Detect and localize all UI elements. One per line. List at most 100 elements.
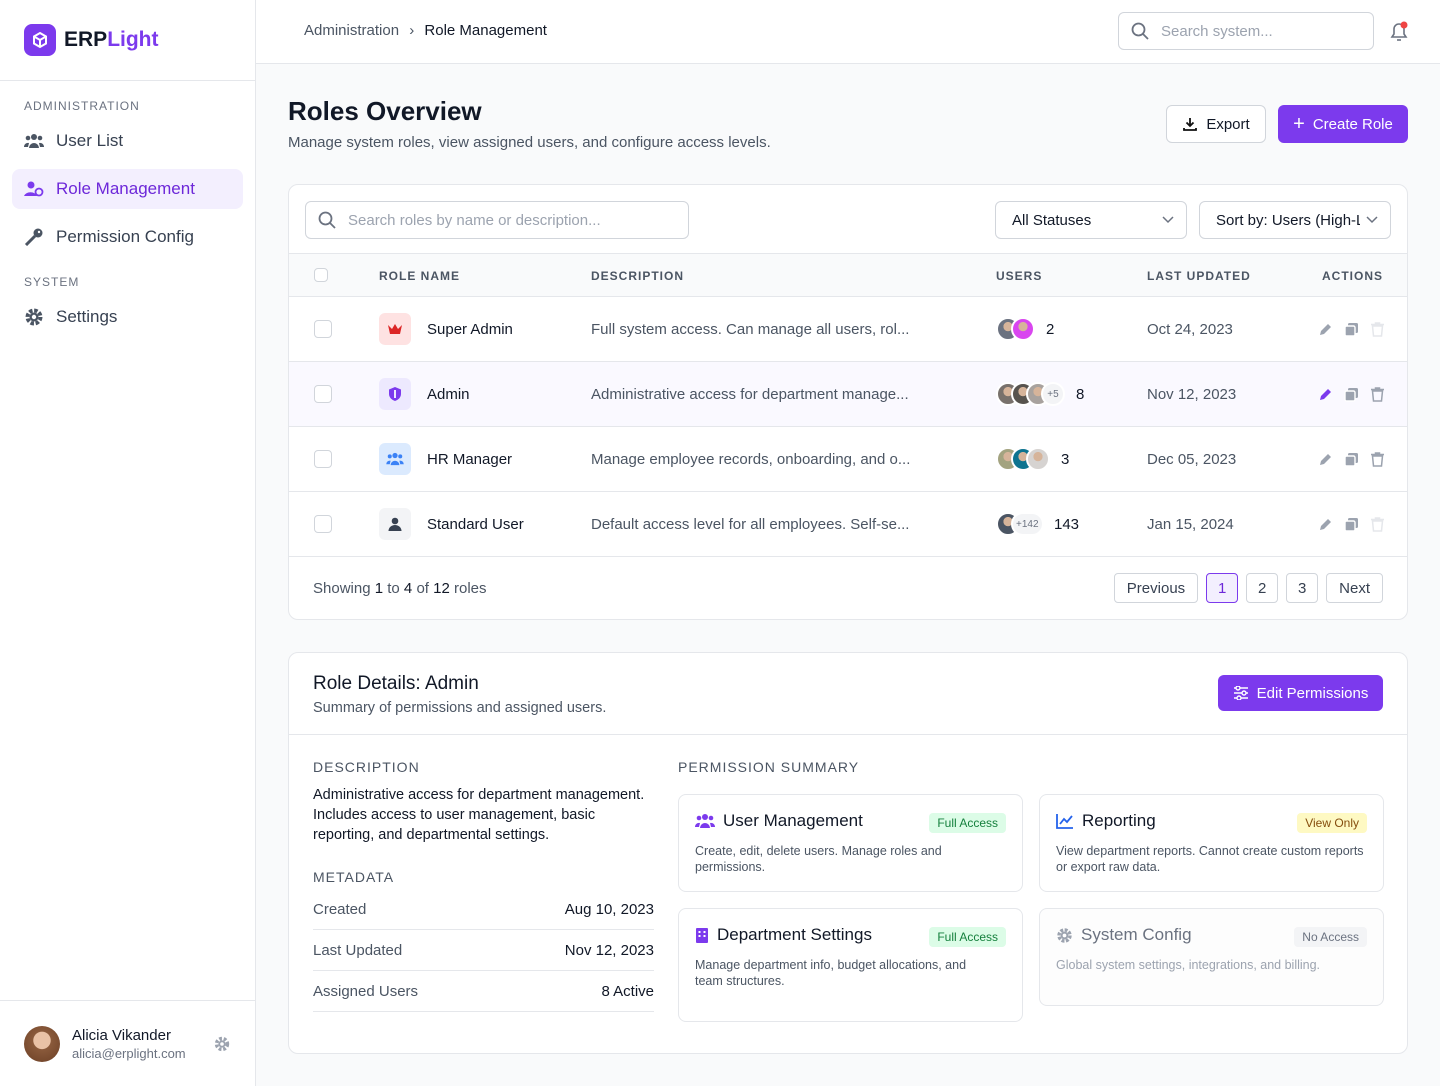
page-button[interactable]: 2 bbox=[1246, 573, 1279, 603]
role-name: Admin bbox=[427, 386, 470, 403]
avatar-more: +142 bbox=[1011, 512, 1044, 536]
permission-card: Reporting View Only View department repo… bbox=[1039, 794, 1384, 892]
role-icon bbox=[379, 508, 411, 540]
metadata-row: Last Updated Nov 12, 2023 bbox=[313, 930, 654, 971]
delete-action[interactable] bbox=[1371, 387, 1384, 406]
metadata-row: Assigned Users 8 Active bbox=[313, 971, 654, 1012]
role-row[interactable]: Standard User Default access level for a… bbox=[289, 492, 1407, 557]
nav-item[interactable]: Permission Config bbox=[12, 217, 243, 257]
edit-action[interactable] bbox=[1318, 517, 1333, 536]
filter-label: All Statuses bbox=[1012, 211, 1092, 229]
nav-item[interactable]: Settings bbox=[12, 297, 243, 337]
metadata-key: Last Updated bbox=[313, 941, 403, 959]
role-search[interactable]: Search roles by name or description... bbox=[305, 201, 689, 239]
user-count: 143 bbox=[1054, 516, 1080, 533]
select-all[interactable] bbox=[314, 268, 328, 282]
page-button[interactable]: 1 bbox=[1206, 573, 1239, 603]
text: Showing bbox=[313, 580, 371, 597]
role-description: Manage employee records, onboarding, and… bbox=[591, 451, 911, 468]
role-description: Full system access. Can manage all users… bbox=[591, 321, 910, 338]
access-badge: Full Access bbox=[929, 813, 1006, 833]
role-row[interactable]: HR Manager Manage employee records, onbo… bbox=[289, 427, 1407, 492]
row-checkbox[interactable] bbox=[314, 385, 332, 403]
user-settings[interactable] bbox=[213, 1035, 231, 1053]
avatar-stack bbox=[996, 447, 1051, 471]
brand: ERP Light bbox=[0, 0, 255, 81]
copy-action[interactable] bbox=[1344, 322, 1359, 341]
text: 12 bbox=[433, 580, 450, 597]
nav-item[interactable]: Role Management bbox=[12, 169, 243, 209]
user-count: 8 bbox=[1076, 386, 1085, 403]
page-button[interactable]: 3 bbox=[1286, 573, 1319, 603]
nav-label: Settings bbox=[56, 307, 118, 326]
delete-action[interactable] bbox=[1371, 452, 1384, 471]
role-icon bbox=[379, 313, 411, 345]
copy-action[interactable] bbox=[1344, 517, 1359, 536]
page-subtitle: Manage system roles, view assigned users… bbox=[288, 134, 771, 151]
description-label: DESCRIPTION bbox=[313, 759, 420, 775]
edit-permissions-button[interactable]: Edit Permissions bbox=[1218, 675, 1383, 711]
column-header: DESCRIPTION bbox=[591, 269, 685, 283]
metadata-value: Aug 10, 2023 bbox=[564, 900, 654, 918]
sort-select[interactable]: Sort by: Users (High-Low) bbox=[1199, 201, 1391, 239]
edit-action[interactable] bbox=[1318, 387, 1333, 406]
last-updated: Jan 15, 2024 bbox=[1147, 516, 1234, 533]
create-label: Create Role bbox=[1312, 115, 1393, 133]
global-search[interactable]: Search system... bbox=[1118, 12, 1374, 50]
text: of bbox=[416, 580, 429, 597]
copy-action[interactable] bbox=[1344, 387, 1359, 406]
create-role-button[interactable]: + Create Role bbox=[1278, 105, 1408, 143]
next-page[interactable]: Next bbox=[1326, 573, 1383, 603]
role-row[interactable]: Admin Administrative access for departme… bbox=[289, 362, 1407, 427]
avatar-more: +5 bbox=[1041, 382, 1065, 406]
permission-text: Manage department info, budget allocatio… bbox=[695, 958, 967, 988]
avatar-stack: +5 bbox=[996, 382, 1066, 406]
sidebar: ERP Light ADMINISTRATION User List Role Man… bbox=[0, 0, 256, 1086]
edit-label: Edit Permissions bbox=[1256, 684, 1369, 702]
permission-card: User Management Full Access Create, edit… bbox=[678, 794, 1023, 892]
text: 4 bbox=[403, 580, 413, 597]
metadata-key: Created bbox=[313, 900, 367, 918]
notifications[interactable] bbox=[1388, 20, 1410, 44]
details-subtitle: Summary of permissions and assigned user… bbox=[313, 700, 607, 716]
access-badge: Full Access bbox=[929, 927, 1006, 947]
role-name: HR Manager bbox=[427, 451, 513, 468]
crumb[interactable]: Administration bbox=[304, 22, 400, 39]
export-label: Export bbox=[1206, 115, 1250, 133]
column-header: ROLE NAME bbox=[379, 269, 460, 283]
export-button[interactable]: Export bbox=[1166, 105, 1266, 143]
nav-section: SYSTEM bbox=[24, 275, 80, 289]
user-email: alicia@erplight.com bbox=[72, 1045, 186, 1061]
user-name: Alicia Vikander bbox=[72, 1026, 171, 1044]
row-checkbox[interactable] bbox=[314, 515, 332, 533]
brand-main: ERP bbox=[64, 28, 108, 51]
role-row[interactable]: Super Admin Full system access. Can mana… bbox=[289, 297, 1407, 362]
user-count: 3 bbox=[1061, 451, 1070, 468]
status-filter[interactable]: All Statuses bbox=[995, 201, 1187, 239]
avatar-stack: +142 bbox=[996, 512, 1044, 536]
role-icon bbox=[379, 443, 411, 475]
nav-item[interactable]: User List bbox=[12, 121, 243, 161]
previous-page[interactable]: Previous bbox=[1113, 573, 1199, 603]
role-description: Administrative access for department man… bbox=[591, 386, 909, 403]
column-header: LAST UPDATED bbox=[1147, 269, 1251, 283]
permission-title: System Config bbox=[1081, 925, 1192, 944]
permission-text: View department reports. Cannot create c… bbox=[1056, 844, 1364, 874]
role-name: Super Admin bbox=[427, 321, 513, 338]
text: roles bbox=[453, 580, 487, 597]
edit-action[interactable] bbox=[1318, 322, 1333, 341]
edit-action[interactable] bbox=[1318, 452, 1333, 471]
row-checkbox[interactable] bbox=[314, 320, 332, 338]
nav-section: ADMINISTRATION bbox=[24, 99, 140, 113]
delete-action[interactable] bbox=[1371, 517, 1384, 536]
delete-action[interactable] bbox=[1371, 322, 1384, 341]
copy-action[interactable] bbox=[1344, 452, 1359, 471]
row-checkbox[interactable] bbox=[314, 450, 332, 468]
access-badge: View Only bbox=[1297, 813, 1367, 833]
table-header: ROLE NAME DESCRIPTION USERS LAST UPDATED ACT… bbox=[289, 253, 1407, 297]
user-count: 2 bbox=[1046, 321, 1055, 338]
role-description: Default access level for all employees. … bbox=[591, 516, 910, 533]
crumb: Role Management bbox=[424, 22, 547, 39]
description-text: Administrative access for department man… bbox=[313, 787, 645, 843]
